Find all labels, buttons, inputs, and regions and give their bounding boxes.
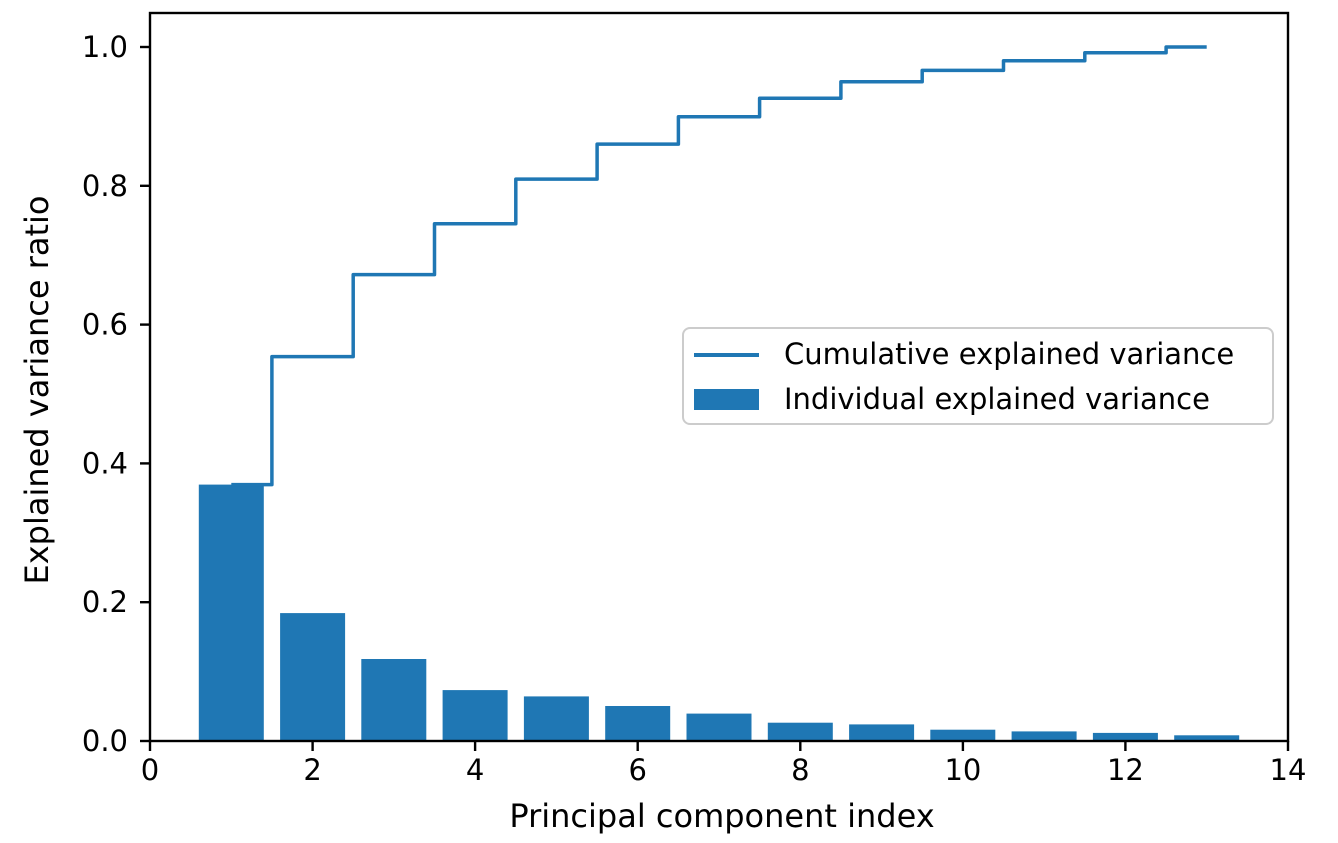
legend-bar-sample-icon <box>694 389 759 410</box>
bar-individual-variance <box>280 613 346 741</box>
legend-sample-wrap <box>694 352 759 357</box>
x-tick-label: 14 <box>1270 753 1307 787</box>
axes-layer <box>140 11 1290 751</box>
x-tick-label: 4 <box>466 753 484 787</box>
x-axis-label: Principal component index <box>509 797 934 835</box>
bar-individual-variance <box>442 690 508 741</box>
y-axis-label: Explained variance ratio <box>18 195 56 584</box>
x-tick-label: 10 <box>944 753 981 787</box>
x-tick-label: 0 <box>141 753 159 787</box>
step-line-layer <box>231 45 1207 487</box>
bar-individual-variance <box>849 724 915 741</box>
plot-border <box>148 11 1290 743</box>
cumulative-variance-step-line <box>231 45 1207 487</box>
legend-item-individual: Individual explained variance <box>694 377 1272 422</box>
bar-individual-variance <box>605 706 671 741</box>
bar-individual-variance <box>1174 735 1240 741</box>
y-tick-label: 0.8 <box>82 169 128 203</box>
y-tick-label: 1.0 <box>82 30 128 64</box>
y-tick-label: 0.2 <box>82 585 128 619</box>
legend-label-individual: Individual explained variance <box>784 382 1210 416</box>
bars-layer <box>198 484 1240 741</box>
bar-individual-variance <box>930 729 996 741</box>
bar-individual-variance <box>767 722 833 741</box>
bar-individual-variance <box>1092 732 1158 741</box>
x-tick-label: 8 <box>791 753 809 787</box>
legend-label-cumulative: Cumulative explained variance <box>784 337 1235 371</box>
bar-individual-variance <box>523 696 589 741</box>
bar-individual-variance <box>198 484 264 741</box>
y-tick-label: 0.0 <box>82 724 128 758</box>
x-tick-label: 6 <box>628 753 646 787</box>
bar-individual-variance <box>1011 731 1077 741</box>
y-tick-label: 0.6 <box>82 308 128 342</box>
tick-label-layer: 0 2 4 6 8 10 12 14 0.0 0.2 0.4 0.6 0.8 1.0 <box>82 30 1307 787</box>
legend-item-cumulative: Cumulative explained variance <box>694 332 1272 377</box>
legend: Cumulative explained variance Individual… <box>682 327 1274 425</box>
y-tick-label: 0.4 <box>82 446 128 480</box>
bar-individual-variance <box>361 659 427 741</box>
x-tick-label: 2 <box>303 753 321 787</box>
legend-sample-wrap <box>694 389 759 410</box>
bar-individual-variance <box>686 713 752 741</box>
legend-line-sample-icon <box>694 352 759 357</box>
x-tick-label: 12 <box>1107 753 1144 787</box>
